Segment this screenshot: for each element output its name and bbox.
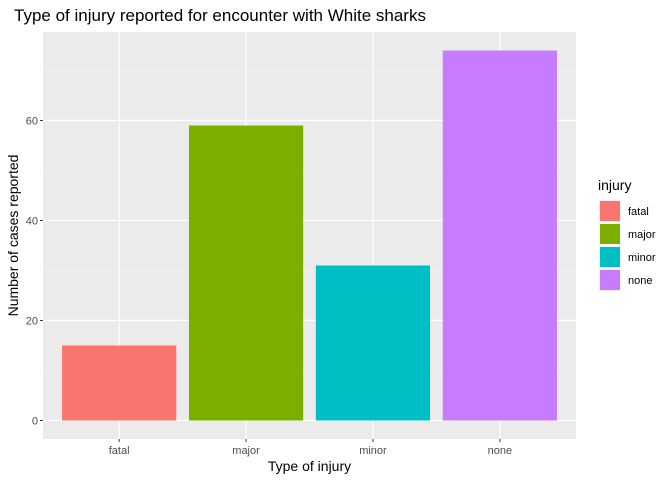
x-axis-label: Type of injury <box>268 458 351 474</box>
y-axis: 0 20 40 60 <box>26 116 43 428</box>
x-tick-label: major <box>232 445 260 457</box>
legend-label: minor <box>628 252 656 264</box>
legend-label: fatal <box>628 206 649 218</box>
x-axis: fatal major minor none <box>109 439 512 457</box>
legend-swatch-minor <box>600 247 620 267</box>
legend-title: injury <box>598 177 631 193</box>
legend: injury fatal major minor none <box>598 177 656 291</box>
y-tick-label: 20 <box>26 316 38 328</box>
y-tick-label: 0 <box>32 416 38 428</box>
x-tick-label: minor <box>359 445 387 457</box>
bar-fatal <box>62 345 177 421</box>
x-tick-label: none <box>488 445 512 457</box>
y-tick-label: 60 <box>26 116 38 128</box>
y-tick-label: 40 <box>26 216 38 228</box>
legend-entries: fatal major minor none <box>599 200 656 291</box>
chart-title: Type of injury reported for encounter wi… <box>14 6 426 25</box>
legend-swatch-none <box>600 270 620 290</box>
y-axis-label: Number of cases reported <box>5 155 21 317</box>
bar-none <box>442 50 557 421</box>
bar-major <box>188 125 304 421</box>
legend-swatch-fatal <box>600 201 620 221</box>
legend-label: none <box>628 275 652 287</box>
bars <box>62 50 557 421</box>
bar-minor <box>315 265 431 421</box>
x-tick-label: fatal <box>109 445 130 457</box>
legend-swatch-major <box>600 224 620 244</box>
legend-label: major <box>628 229 656 241</box>
